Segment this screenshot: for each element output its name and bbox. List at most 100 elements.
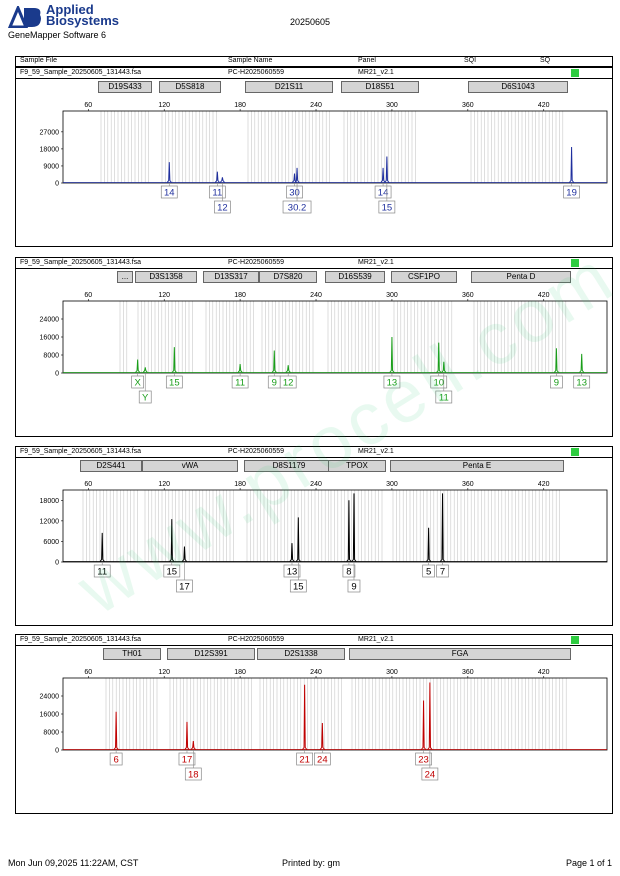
peak — [135, 359, 141, 373]
allele-call[interactable]: 14 — [160, 183, 178, 199]
allele-call[interactable]: 30 — [286, 183, 303, 199]
x-tick-label: 360 — [462, 481, 474, 488]
marker-label[interactable]: D13S317 — [203, 271, 259, 283]
panel-info-divider — [16, 268, 612, 269]
peak — [346, 500, 352, 562]
allele-label: 9 — [554, 378, 559, 389]
x-tick-label: 60 — [84, 481, 92, 488]
marker-label[interactable]: vWA — [142, 460, 238, 472]
allele-box — [313, 752, 331, 766]
allele-call[interactable]: 15 — [378, 183, 396, 214]
peak — [219, 177, 225, 183]
allele-label: 15 — [167, 567, 178, 578]
peak — [380, 167, 386, 183]
allele-call[interactable]: 18 — [184, 750, 202, 781]
allele-call[interactable]: 19 — [563, 183, 580, 199]
sqi-status-indicator — [571, 69, 579, 77]
allele-box — [93, 564, 111, 578]
marker-label[interactable]: D21S11 — [245, 81, 333, 93]
allele-call[interactable]: 8 — [342, 562, 356, 578]
allele-call[interactable]: 12 — [279, 373, 297, 389]
y-tick-label: 24000 — [40, 694, 60, 701]
allele-call[interactable]: 17 — [176, 562, 193, 593]
marker-label[interactable]: D6S1043 — [468, 81, 568, 93]
x-tick-label: 240 — [310, 102, 322, 109]
marker-label[interactable]: D5S818 — [159, 81, 221, 93]
marker-label[interactable]: TH01 — [103, 648, 161, 660]
marker-label[interactable]: CSF1PO — [391, 271, 457, 283]
allele-box — [184, 767, 202, 781]
allele-call[interactable]: 9 — [267, 373, 281, 389]
marker-label[interactable]: Penta E — [390, 460, 564, 472]
allele-label: 15 — [293, 582, 304, 593]
peak — [439, 493, 446, 562]
allele-call[interactable]: 14 — [374, 183, 392, 199]
peak — [181, 546, 188, 562]
y-tick-label: 24000 — [40, 317, 60, 324]
x-tick-label: 300 — [386, 292, 398, 299]
allele-call[interactable]: 13 — [573, 373, 591, 389]
allele-call[interactable]: 11 — [93, 562, 111, 578]
allele-call[interactable]: 17 — [178, 750, 196, 766]
allele-call[interactable]: 15 — [165, 373, 183, 389]
peak — [169, 519, 175, 562]
marker-label[interactable]: D8S1179 — [244, 460, 334, 472]
allele-call[interactable]: 6 — [109, 750, 123, 766]
allele-call[interactable]: 24 — [313, 750, 331, 766]
allele-call[interactable]: 15 — [289, 562, 307, 593]
plot-frame — [62, 110, 608, 184]
allele-call[interactable]: X — [131, 373, 144, 389]
y-tick-label: 18000 — [40, 146, 60, 153]
allele-call[interactable]: 23 — [415, 750, 432, 766]
allele-call[interactable]: 11 — [231, 373, 249, 389]
allele-call[interactable]: 9 — [347, 562, 361, 593]
marker-label[interactable]: TPOX — [328, 460, 386, 472]
x-tick-label: 120 — [158, 669, 170, 676]
allele-call[interactable]: 5 — [422, 562, 435, 578]
marker-label[interactable]: D2S441 — [80, 460, 142, 472]
marker-label[interactable]: D7S820 — [259, 271, 317, 283]
allele-call[interactable]: 24 — [421, 750, 439, 781]
allele-call[interactable]: 9 — [550, 373, 563, 389]
allele-label: 9 — [351, 582, 356, 593]
allele-call[interactable]: 30.2 — [282, 183, 312, 214]
allele-call[interactable]: 21 — [296, 750, 313, 766]
allele-call[interactable]: 11 — [435, 373, 453, 404]
allele-call[interactable]: 7 — [436, 562, 449, 578]
y-tick-label: 6000 — [43, 539, 59, 546]
allele-label: 18 — [188, 770, 199, 781]
allele-call[interactable]: 13 — [383, 373, 401, 389]
panel-2: F9_59_Sample_20250605_131443.fsa PC-H2025… — [15, 257, 613, 437]
marker-label[interactable]: D2S1338 — [257, 648, 345, 660]
marker-label[interactable]: D18S51 — [341, 81, 419, 93]
allele-call[interactable]: Y — [138, 373, 152, 404]
marker-label[interactable]: FGA — [349, 648, 571, 660]
peak — [142, 367, 148, 373]
allele-box — [160, 185, 178, 199]
marker-label[interactable]: ... — [117, 271, 133, 283]
allele-call[interactable]: 11 — [208, 183, 226, 199]
allele-box — [383, 375, 401, 389]
allele-label: Y — [142, 393, 149, 404]
peak — [294, 167, 300, 183]
allele-box — [279, 375, 297, 389]
allele-label: 30.2 — [288, 203, 307, 214]
allele-box — [573, 375, 591, 389]
marker-label[interactable]: D16S539 — [325, 271, 385, 283]
allele-label: 24 — [317, 755, 328, 766]
peak — [271, 350, 277, 373]
x-tick-label: 180 — [234, 102, 246, 109]
marker-label[interactable]: D12S391 — [167, 648, 255, 660]
allele-call[interactable]: 13 — [283, 562, 301, 578]
marker-label[interactable]: Penta D — [471, 271, 571, 283]
allele-call[interactable]: 12 — [214, 183, 231, 214]
allele-call[interactable]: 15 — [163, 562, 181, 578]
footer-printed-by: Printed by: gm — [282, 858, 341, 868]
marker-label[interactable]: D19S433 — [98, 81, 152, 93]
allele-label: X — [134, 378, 141, 389]
allele-call[interactable]: 10 — [430, 373, 448, 389]
marker-label[interactable]: D3S1358 — [135, 271, 197, 283]
y-tick-label: 0 — [55, 748, 59, 755]
peak — [99, 532, 105, 562]
